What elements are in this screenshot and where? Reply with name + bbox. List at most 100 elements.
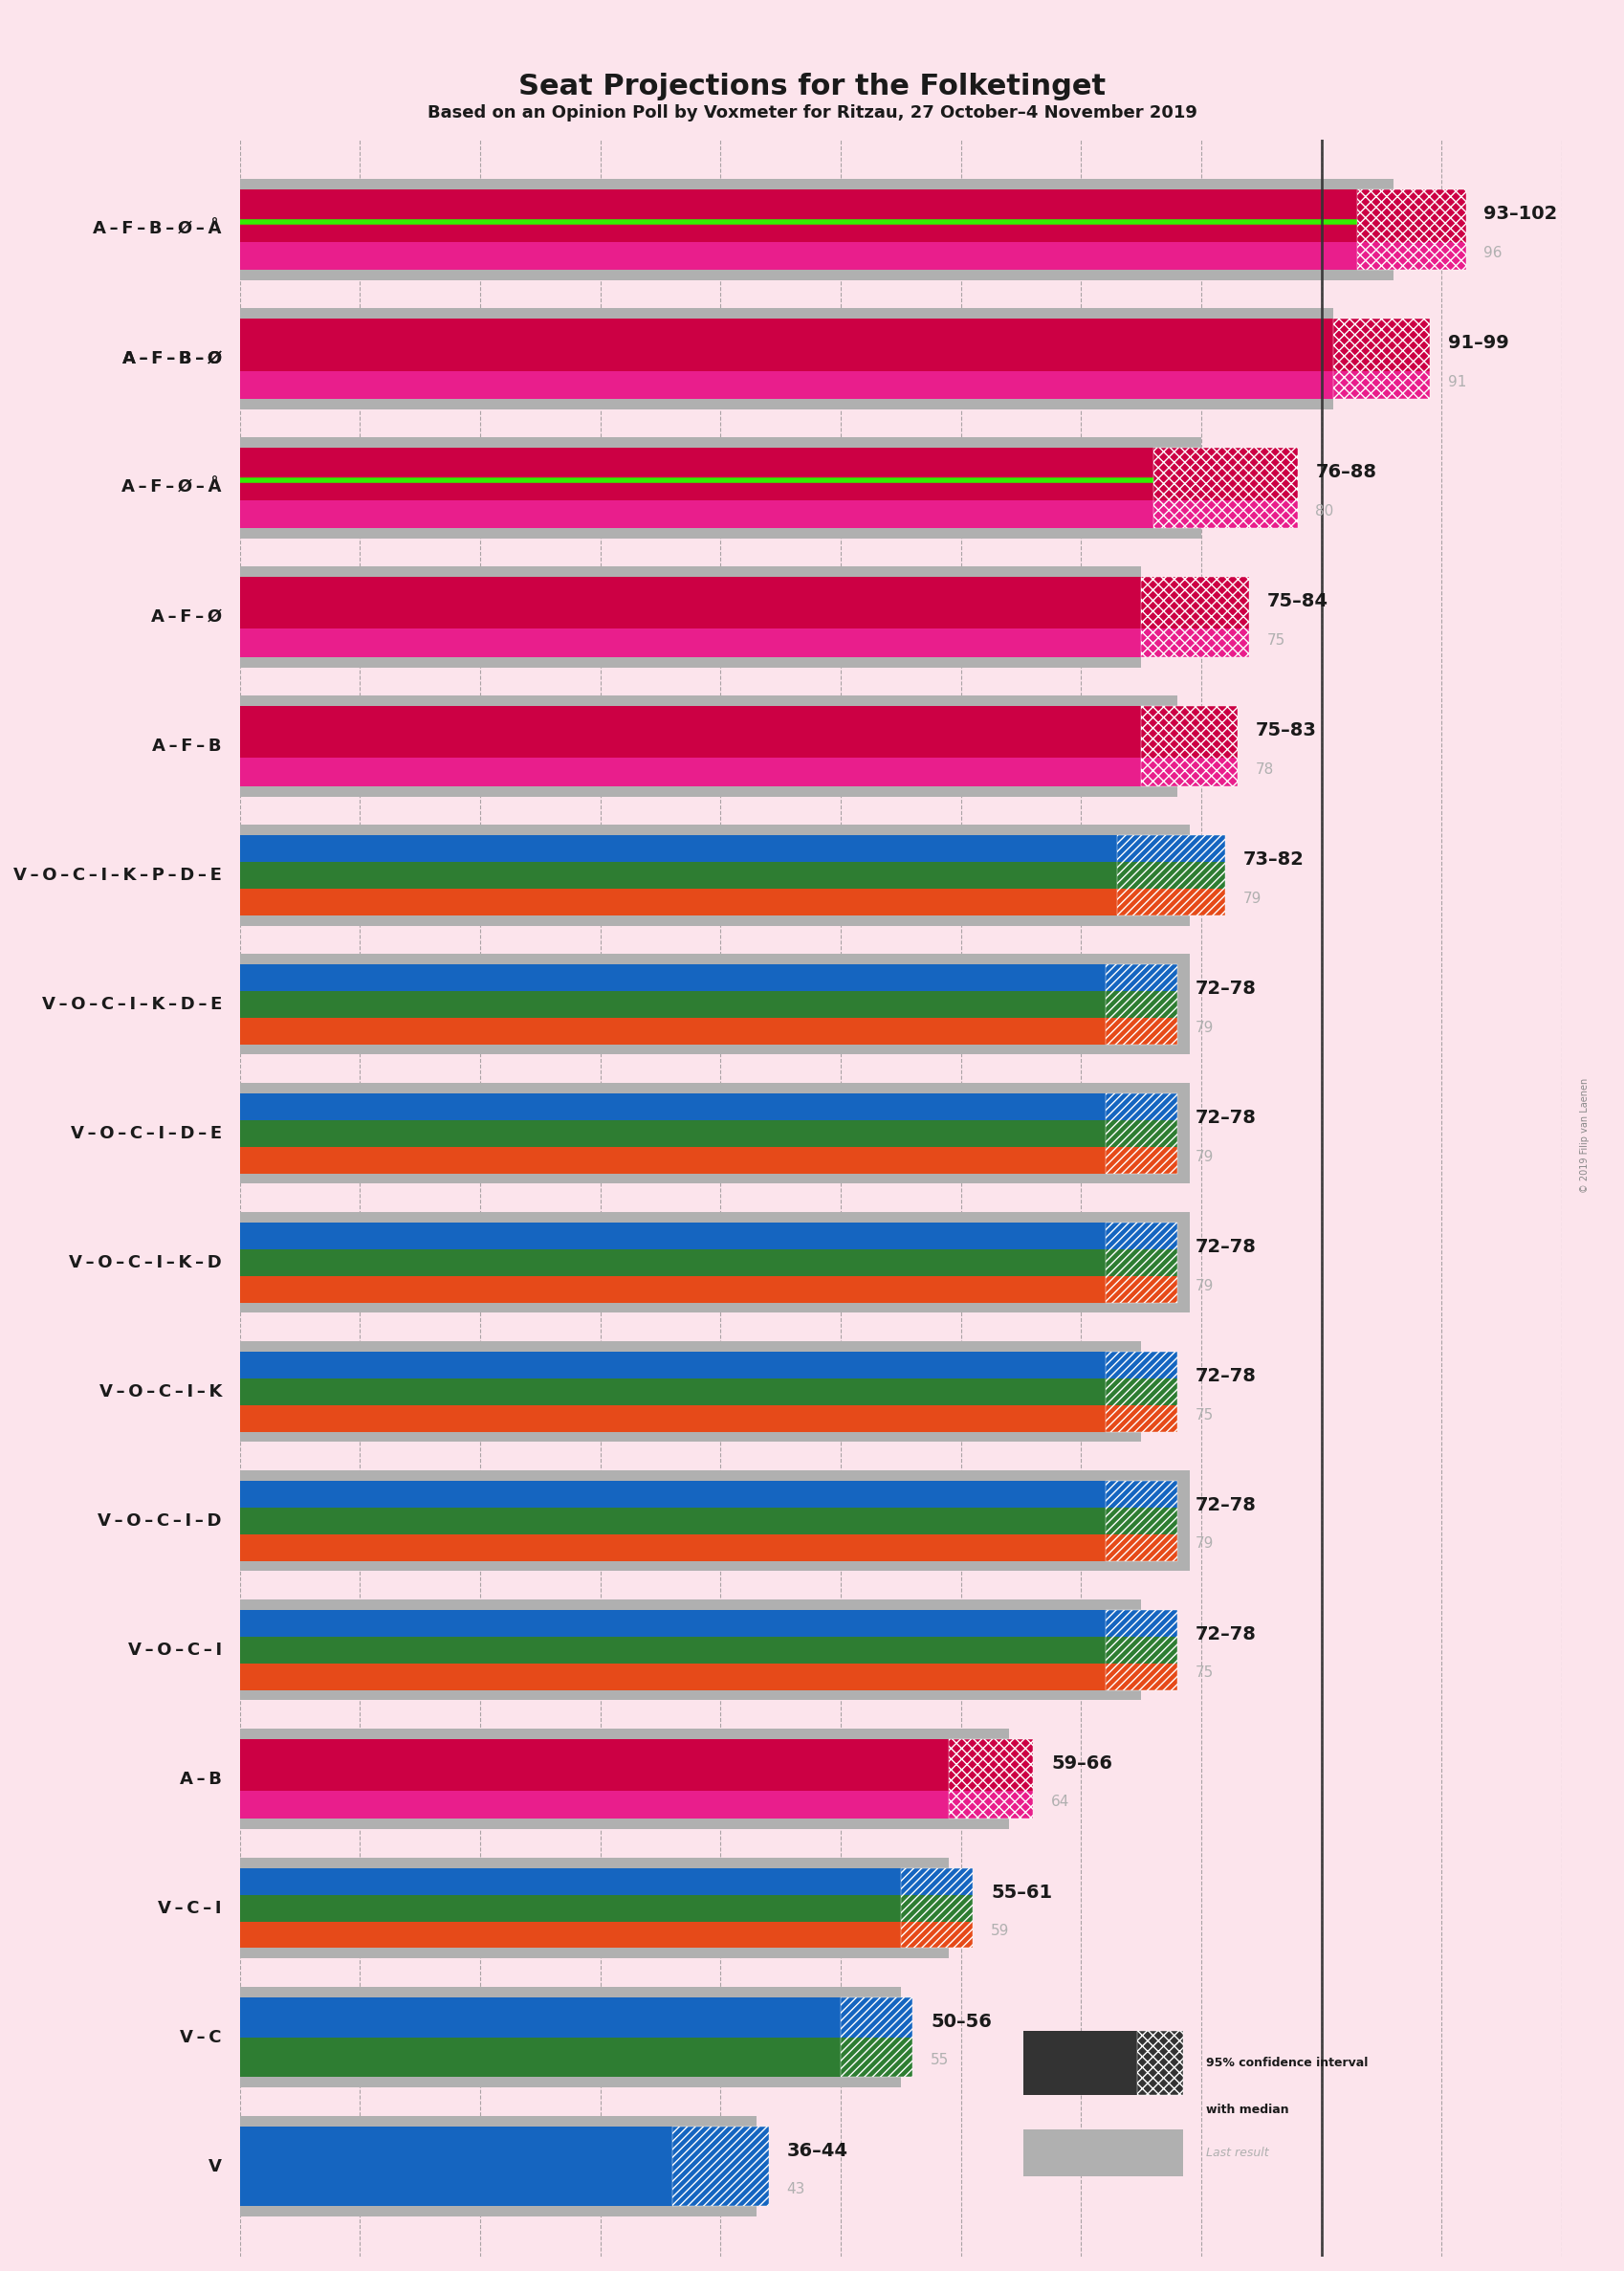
Bar [1333,318,1429,400]
Bar [240,565,1140,668]
Bar [240,1662,1104,1690]
Bar [240,1894,900,1921]
Text: A – F – B – Ø: A – F – B – Ø [122,350,222,368]
Bar [1104,965,1177,1045]
Bar [240,1599,1140,1701]
Bar [240,188,1356,270]
Bar [240,629,1140,656]
Text: 72–78: 72–78 [1195,1367,1255,1385]
Text: A – F – B: A – F – B [153,738,222,754]
Bar [1104,1276,1177,1304]
Bar [1333,318,1429,400]
Bar [1153,500,1296,527]
Bar [240,438,1200,538]
Text: V – O – C – I: V – O – C – I [128,1642,222,1658]
Bar [240,1858,948,1958]
Bar [1104,1249,1177,1276]
Bar [240,241,1356,270]
Bar [1104,965,1177,990]
Bar [1104,1535,1177,1560]
Bar [1104,1637,1177,1662]
Bar [1104,1481,1177,1508]
Bar [240,759,1140,786]
Bar [240,1351,1104,1378]
Bar [1117,836,1224,861]
Bar [240,1276,1104,1304]
Bar [948,1792,1033,1819]
Bar [240,2037,840,2078]
Bar [240,370,1333,400]
Text: V – O – C – I – K – D – E: V – O – C – I – K – D – E [42,995,222,1013]
Text: 72–78: 72–78 [1195,1497,1255,1515]
Text: Based on an Opinion Poll by Voxmeter for Ritzau, 27 October–4 November 2019: Based on an Opinion Poll by Voxmeter for… [427,104,1197,123]
Bar [1356,188,1465,270]
Bar [240,2117,757,2216]
Bar [1104,1481,1177,1560]
Bar [1137,2030,1182,2094]
Text: 73–82: 73–82 [1242,852,1304,870]
Text: V – C: V – C [180,2028,222,2046]
Bar [240,2126,672,2207]
Text: 72–78: 72–78 [1195,1238,1255,1256]
Bar [240,1469,1189,1572]
Text: 76–88: 76–88 [1315,463,1376,481]
Bar [1104,1610,1177,1637]
Bar [1153,447,1296,527]
Bar [1140,629,1249,656]
Bar [672,2126,768,2207]
Bar [240,1342,1140,1442]
Bar [240,706,1140,786]
Bar [1140,759,1236,786]
Bar [240,1535,1104,1560]
Bar [1104,1610,1177,1690]
Bar [240,1481,1104,1508]
Text: 75: 75 [1267,634,1285,647]
Text: 91: 91 [1447,375,1465,388]
Bar [240,1921,900,1949]
Bar [240,1610,1104,1637]
Bar [240,1120,1104,1147]
Bar [240,1987,900,2087]
Bar [1356,241,1465,270]
Bar [240,1728,1009,1830]
Text: 50–56: 50–56 [931,2012,991,2030]
Bar [840,2037,913,2078]
Bar [900,1869,973,1894]
Text: 95% confidence interval: 95% confidence interval [1205,2058,1367,2069]
Text: A – F – Ø: A – F – Ø [151,609,222,625]
Text: 59–66: 59–66 [1051,1755,1112,1774]
Bar [840,1996,913,2037]
Text: 72–78: 72–78 [1195,1108,1255,1126]
Bar [1117,836,1224,915]
Bar [240,1508,1104,1535]
Bar [240,836,1117,861]
Text: V – O – C – I – K – D: V – O – C – I – K – D [70,1254,222,1272]
Bar [840,1996,913,2078]
Bar [1104,1120,1177,1147]
Text: 72–78: 72–78 [1195,1626,1255,1644]
Bar [1104,1662,1177,1690]
Text: A – B: A – B [180,1771,222,1787]
Bar [240,1222,1104,1249]
Bar [240,1147,1104,1174]
Text: 59: 59 [991,1924,1009,1939]
Text: 79: 79 [1195,1149,1213,1163]
Bar [1104,1378,1177,1406]
Bar [240,318,1333,400]
Bar [240,179,1393,279]
Bar [1104,1147,1177,1174]
Text: 79: 79 [1195,1279,1213,1292]
Bar [240,447,1153,527]
Bar [240,1637,1104,1662]
Bar [240,1996,840,2037]
Text: 36–44: 36–44 [786,2142,848,2160]
Bar [240,1869,900,1894]
Bar [1023,2030,1182,2094]
Bar [672,2126,768,2207]
Bar [240,824,1189,927]
Bar [240,888,1117,915]
Bar [1117,888,1224,915]
Bar [240,861,1117,888]
Text: Seat Projections for the Folketinget: Seat Projections for the Folketinget [518,73,1106,100]
Text: 75: 75 [1195,1667,1213,1681]
